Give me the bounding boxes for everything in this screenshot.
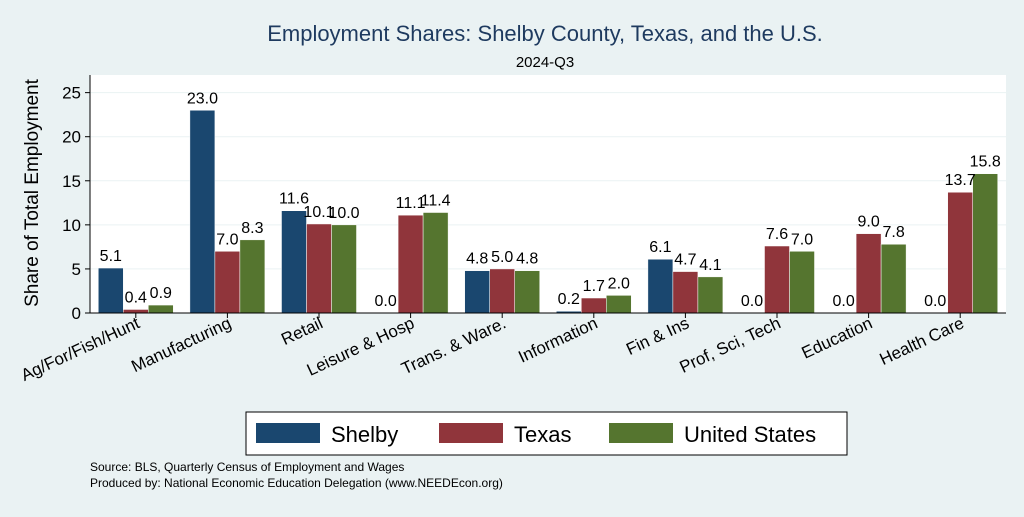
bar-texas (947, 191, 973, 314)
data-label: 2.0 (608, 275, 630, 292)
source-note: Source: BLS, Quarterly Census of Employm… (90, 460, 404, 474)
y-tick-label: 0 (72, 304, 81, 323)
data-label: 23.0 (187, 90, 218, 107)
bar-united-states (514, 270, 540, 314)
data-label: 4.8 (466, 251, 488, 268)
bar-texas (489, 268, 515, 314)
x-tick-label: Education (799, 313, 876, 362)
y-axis-title: Share of Total Employment (22, 78, 43, 306)
data-label: 0.4 (125, 289, 147, 306)
bar-united-states (972, 173, 998, 314)
bar-shelby (464, 270, 490, 314)
bar-texas (855, 233, 882, 314)
data-label: 0.0 (374, 293, 396, 310)
legend-swatch (439, 423, 503, 443)
data-label: 0.2 (558, 291, 580, 308)
bar-texas (672, 271, 699, 314)
y-tick-label: 25 (62, 84, 81, 103)
legend-label: Shelby (331, 422, 398, 447)
y-axis: 0 5 10 15 20 25 (62, 75, 91, 323)
bar-united-states (239, 239, 266, 314)
bar-shelby (98, 267, 124, 314)
legend-label: Texas (514, 422, 571, 447)
data-label: 8.3 (241, 220, 263, 237)
data-label: 5.1 (100, 248, 122, 265)
bar-texas (123, 309, 149, 314)
bar-shelby (189, 110, 216, 314)
data-label: 0.9 (150, 285, 172, 302)
legend-box (245, 411, 848, 456)
y-tick-label: 5 (72, 260, 81, 279)
data-label: 10.0 (328, 205, 359, 222)
chart-title: Employment Shares: Shelby County, Texas,… (267, 21, 823, 46)
data-label: 7.8 (882, 224, 904, 241)
x-tick-label: Retail (278, 313, 325, 349)
data-label: 11.6 (279, 191, 309, 208)
data-label: 4.8 (516, 251, 538, 268)
bar-united-states (331, 224, 357, 314)
x-tick-label: Health Care (877, 313, 967, 369)
x-tick-label: Ag/For/Fish/Hunt (18, 313, 143, 385)
bar-united-states (606, 295, 632, 314)
bar-shelby (647, 258, 674, 314)
bar-united-states (789, 251, 815, 314)
legend: Shelby Texas United States (245, 411, 848, 456)
bar-united-states (422, 212, 449, 314)
legend-label: United States (684, 422, 816, 447)
x-tick-label: Information (515, 313, 600, 366)
data-label: 0.0 (924, 293, 946, 310)
bar-texas (214, 251, 241, 314)
bar-texas (764, 245, 790, 314)
x-tick-label: Fin & Ins (623, 313, 692, 359)
x-tick-label: Manufacturing (128, 313, 234, 376)
data-label: 7.6 (766, 226, 788, 243)
bar-texas (306, 223, 332, 314)
y-tick-label: 15 (62, 172, 81, 191)
produced-by-note: Produced by: National Economic Education… (90, 476, 503, 490)
bar-united-states (148, 304, 174, 314)
data-label: 13.7 (945, 172, 976, 189)
data-label: 9.0 (857, 214, 879, 231)
data-label: 4.1 (699, 257, 721, 274)
bars (98, 110, 998, 314)
data-labels: 5.10.4 0.923.07.08.311.610.110.00.011.111… (100, 90, 1001, 310)
y-tick-label: 10 (62, 216, 81, 235)
data-label: 11.1 (396, 195, 426, 212)
data-label: 5.0 (491, 249, 513, 266)
data-label: 10.1 (303, 204, 334, 221)
data-label: 11.4 (421, 193, 451, 210)
bar-texas (581, 297, 607, 314)
bar-united-states (880, 243, 907, 314)
bar-texas (397, 214, 424, 314)
data-label: 6.1 (649, 239, 671, 256)
bar-united-states (697, 276, 724, 314)
data-label: 0.0 (741, 293, 763, 310)
x-tick-label: Prof, Sci, Tech (677, 313, 784, 376)
data-label: 4.7 (674, 252, 696, 269)
legend-swatch (609, 423, 673, 443)
chart-subtitle: 2024-Q3 (516, 54, 574, 71)
bar-shelby (281, 210, 307, 314)
data-label: 15.8 (970, 154, 1001, 171)
data-label: 1.7 (583, 278, 605, 295)
data-label: 7.0 (791, 231, 813, 248)
data-label: 7.0 (216, 231, 238, 248)
data-label: 0.0 (832, 293, 854, 310)
x-tick-label: Trans. & Ware. (398, 313, 508, 378)
legend-swatch (256, 423, 320, 443)
y-tick-label: 20 (62, 128, 81, 147)
